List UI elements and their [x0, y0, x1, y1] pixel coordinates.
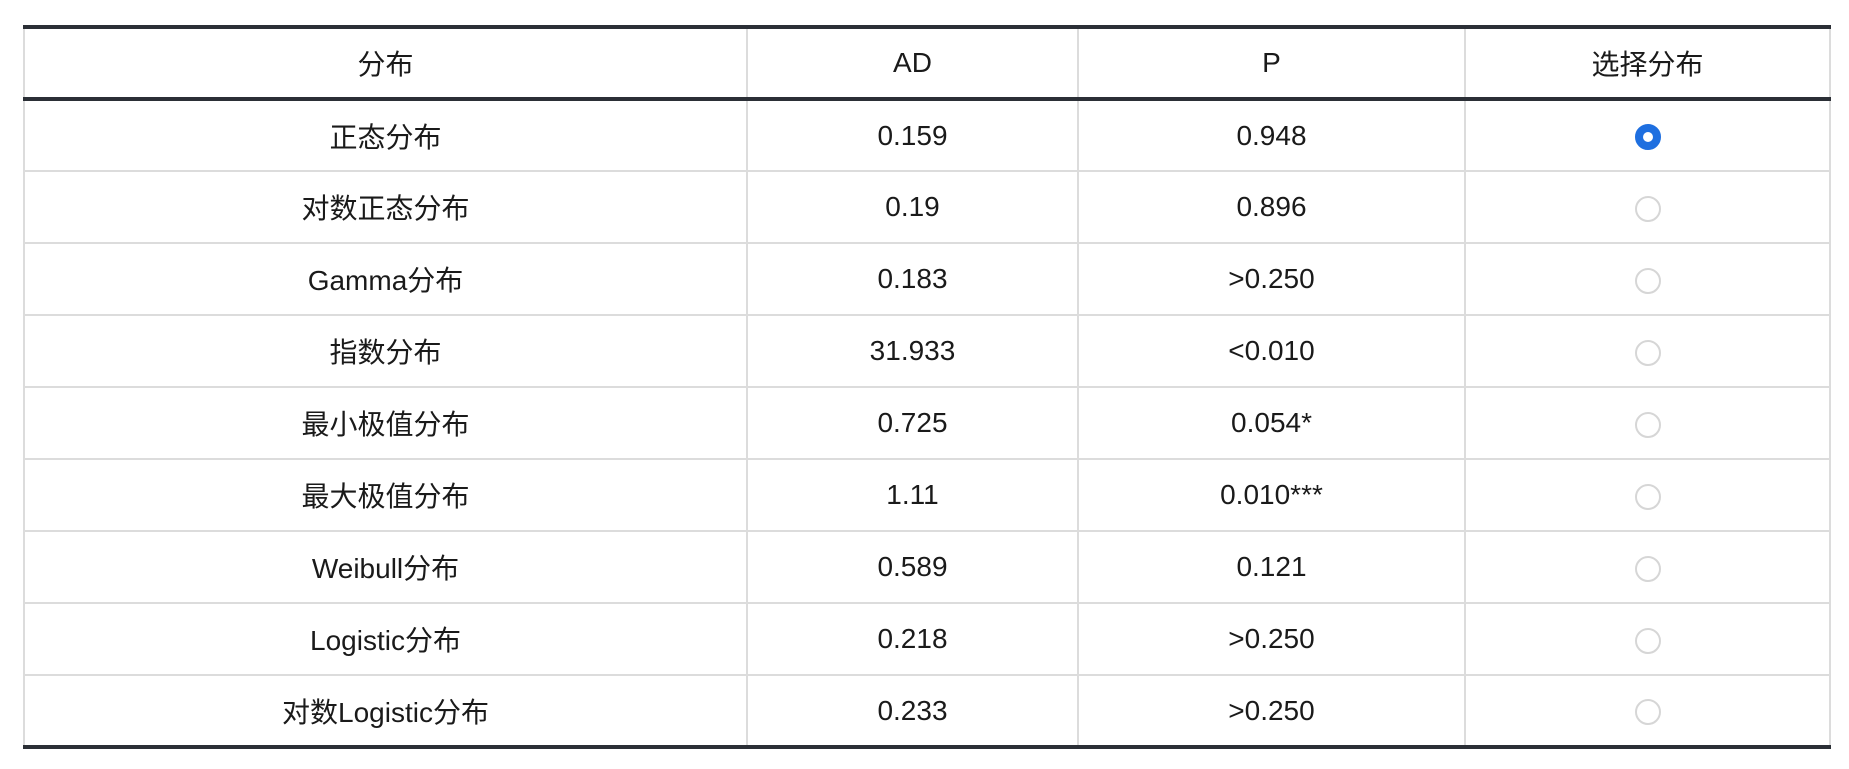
cell-distribution: 最大极值分布	[23, 459, 748, 532]
cell-ad: 0.589	[746, 531, 1079, 604]
cell-p: >0.250	[1077, 603, 1466, 676]
cell-p: 0.054*	[1077, 387, 1466, 460]
select-radio-button[interactable]	[1634, 267, 1661, 294]
cell-distribution: 对数Logistic分布	[23, 675, 748, 749]
cell-p: 0.010***	[1077, 459, 1466, 532]
cell-p: 0.121	[1077, 531, 1466, 604]
table-row: Weibull分布 0.589 0.121	[23, 531, 1831, 604]
cell-select	[1464, 603, 1831, 676]
table-row: 最小极值分布 0.725 0.054*	[23, 387, 1831, 460]
cell-distribution: Gamma分布	[23, 243, 748, 316]
select-radio-button[interactable]	[1634, 555, 1661, 582]
cell-ad: 0.218	[746, 603, 1079, 676]
cell-ad: 0.233	[746, 675, 1079, 749]
table-row: 对数正态分布 0.19 0.896	[23, 171, 1831, 244]
cell-select	[1464, 387, 1831, 460]
table-row: 正态分布 0.159 0.948	[23, 99, 1831, 172]
cell-select	[1464, 99, 1831, 172]
cell-ad: 0.725	[746, 387, 1079, 460]
distribution-fit-table-container: 分布 AD P 选择分布 正态分布 0.159 0.948 对数正态分布 0.1…	[23, 25, 1831, 749]
cell-ad: 31.933	[746, 315, 1079, 388]
select-radio-button[interactable]	[1634, 627, 1661, 654]
cell-p: >0.250	[1077, 243, 1466, 316]
cell-select	[1464, 315, 1831, 388]
cell-distribution: 最小极值分布	[23, 387, 748, 460]
header-row: 分布 AD P 选择分布	[23, 25, 1831, 101]
select-radio-button[interactable]	[1634, 483, 1661, 510]
cell-p: 0.896	[1077, 171, 1466, 244]
select-radio-button[interactable]	[1634, 699, 1661, 726]
cell-p: <0.010	[1077, 315, 1466, 388]
cell-select	[1464, 459, 1831, 532]
header-ad: AD	[746, 25, 1079, 101]
cell-p: 0.948	[1077, 99, 1466, 172]
table-row: Logistic分布 0.218 >0.250	[23, 603, 1831, 676]
table-header: 分布 AD P 选择分布	[23, 25, 1831, 101]
cell-select	[1464, 531, 1831, 604]
cell-distribution: 正态分布	[23, 99, 748, 172]
select-radio-button[interactable]	[1634, 411, 1661, 438]
table-row: 指数分布 31.933 <0.010	[23, 315, 1831, 388]
select-radio-button[interactable]	[1634, 339, 1661, 366]
cell-select	[1464, 243, 1831, 316]
cell-p: >0.250	[1077, 675, 1466, 749]
table-row: 最大极值分布 1.11 0.010***	[23, 459, 1831, 532]
table-row: 对数Logistic分布 0.233 >0.250	[23, 675, 1831, 749]
cell-ad: 0.159	[746, 99, 1079, 172]
cell-select	[1464, 171, 1831, 244]
distribution-fit-table: 分布 AD P 选择分布 正态分布 0.159 0.948 对数正态分布 0.1…	[23, 25, 1831, 749]
select-radio-button[interactable]	[1634, 124, 1661, 151]
cell-ad: 0.19	[746, 171, 1079, 244]
table-row: Gamma分布 0.183 >0.250	[23, 243, 1831, 316]
header-select: 选择分布	[1464, 25, 1831, 101]
cell-distribution: 指数分布	[23, 315, 748, 388]
header-p: P	[1077, 25, 1466, 101]
table-body: 正态分布 0.159 0.948 对数正态分布 0.19 0.896 Gamma…	[23, 99, 1831, 749]
select-radio-button[interactable]	[1634, 195, 1661, 222]
cell-distribution: Weibull分布	[23, 531, 748, 604]
cell-select	[1464, 675, 1831, 749]
cell-ad: 1.11	[746, 459, 1079, 532]
cell-ad: 0.183	[746, 243, 1079, 316]
header-distribution: 分布	[23, 25, 748, 101]
cell-distribution: 对数正态分布	[23, 171, 748, 244]
cell-distribution: Logistic分布	[23, 603, 748, 676]
